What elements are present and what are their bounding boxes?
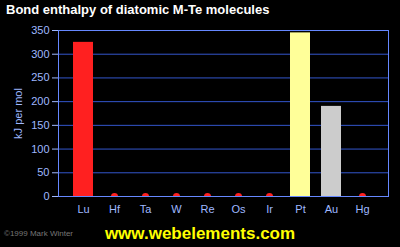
svg-text:Ir: Ir: [266, 203, 273, 215]
svg-text:100: 100: [31, 143, 49, 155]
svg-text:Pt: Pt: [295, 203, 305, 215]
svg-text:Hf: Hf: [109, 203, 121, 215]
html-text:©1999 Mark Winter: ©1999 Mark Winter: [4, 229, 73, 238]
svg-text:300: 300: [31, 48, 49, 60]
svg-text:Os: Os: [231, 203, 246, 215]
svg-text:Hg: Hg: [355, 203, 369, 215]
svg-text:Lu: Lu: [77, 203, 89, 215]
svg-text:50: 50: [37, 166, 49, 178]
svg-text:W: W: [171, 203, 182, 215]
svg-text:350: 350: [31, 24, 49, 36]
svg-text:Au: Au: [325, 203, 338, 215]
svg-text:200: 200: [31, 95, 49, 107]
svg-text:0: 0: [43, 190, 49, 202]
svg-text:Ta: Ta: [140, 203, 153, 215]
svg-text:Re: Re: [200, 203, 214, 215]
svg-text:250: 250: [31, 71, 49, 83]
html-text:www.webelements.com: www.webelements.com: [104, 224, 296, 243]
svg-text:150: 150: [31, 119, 49, 131]
svg-text:kJ per mol: kJ per mol: [12, 88, 24, 139]
html-text:Bond enthalpy of diatomic M-Te: Bond enthalpy of diatomic M-Te molecules: [6, 2, 270, 17]
